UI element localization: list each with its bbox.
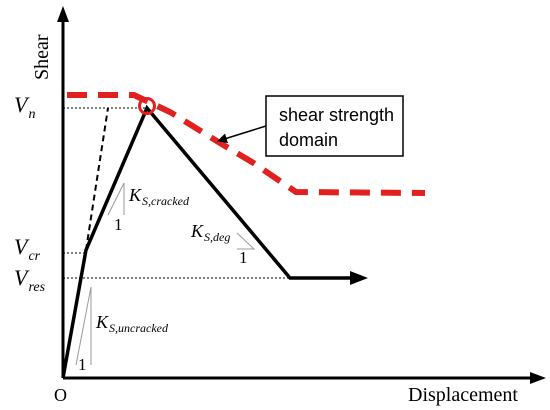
- k-cracked-label: KS,cracked: [128, 185, 190, 208]
- backbone-curve: [61, 104, 352, 379]
- k-uncracked-run: 1: [78, 355, 87, 374]
- k-uncracked-label: KS,uncracked: [95, 312, 169, 335]
- x-axis-label: Displacement: [408, 384, 518, 406]
- k-degrading-run: 1: [239, 248, 248, 267]
- cracked-slope-triangle: [107, 182, 125, 216]
- degrading-slope-triangle: [236, 232, 256, 250]
- peak-strength-marker: [138, 97, 156, 115]
- callout-line-1: shear strength: [279, 105, 394, 125]
- callout-line-2: domain: [279, 130, 338, 150]
- vcr-label: Vcr: [14, 234, 41, 264]
- x-axis-arrowhead: [530, 372, 546, 384]
- callout-arrow: [217, 125, 267, 144]
- origin-label: O: [54, 385, 67, 405]
- y-axis-arrowhead: [57, 6, 69, 22]
- k-cracked-run: 1: [114, 215, 123, 234]
- cracked-stiffness-dashed-line: [85, 107, 109, 251]
- vn-label: Vn: [14, 92, 35, 122]
- backbone-end-arrowhead: [350, 271, 368, 285]
- uncracked-slope-triangle: [75, 286, 92, 366]
- vres-label: Vres: [14, 265, 46, 295]
- y-axis-label: Shear: [31, 34, 53, 80]
- k-degrading-label: KS,deg: [190, 221, 230, 244]
